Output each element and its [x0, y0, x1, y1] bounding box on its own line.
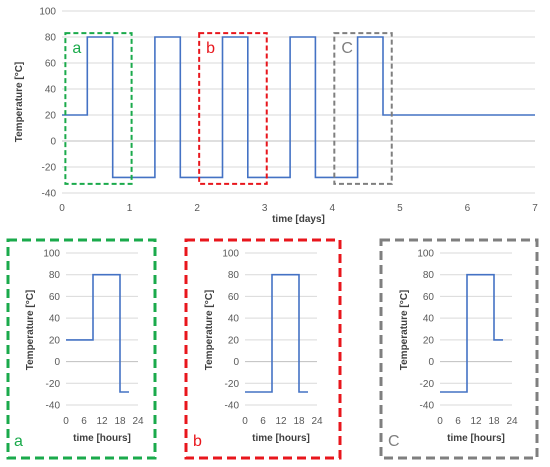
y-tick-label: 80	[228, 270, 240, 281]
y-tick-label: 80	[49, 270, 61, 281]
x-axis-title: time [hours]	[447, 433, 505, 444]
y-tick-label: 60	[423, 292, 435, 303]
x-tick-label: 4	[330, 203, 336, 214]
y-tick-label: 100	[417, 249, 434, 260]
y-axis-title: Temperature [°C]	[399, 290, 410, 371]
y-tick-label: 60	[49, 292, 61, 303]
y-tick-label: 0	[54, 357, 60, 368]
x-tick-label: 18	[114, 416, 126, 427]
y-tick-label: -40	[46, 401, 61, 412]
y-tick-label: -20	[420, 379, 435, 390]
y-tick-label: 80	[45, 33, 57, 44]
y-tick-label: -40	[225, 401, 240, 412]
y-axis-title: Temperature [°C]	[14, 62, 25, 143]
highlight-box-b	[198, 32, 268, 185]
y-tick-label: 20	[49, 335, 61, 346]
x-tick-label: 0	[437, 416, 443, 427]
x-tick-label: 12	[470, 416, 482, 427]
highlight-box-a	[64, 32, 133, 185]
highlight-label: b	[206, 40, 215, 57]
x-tick-label: 24	[132, 416, 144, 427]
series-line	[440, 273, 503, 393]
x-tick-label: 2	[194, 203, 200, 214]
highlight-box-c	[333, 32, 393, 185]
y-tick-label: 80	[423, 270, 435, 281]
y-axis-title: Temperature [°C]	[25, 290, 36, 371]
x-tick-label: 7	[532, 203, 538, 214]
y-tick-label: -20	[42, 163, 57, 174]
y-tick-label: 40	[228, 314, 240, 325]
x-tick-label: 0	[242, 416, 248, 427]
y-tick-label: -40	[420, 401, 435, 412]
y-tick-label: -40	[42, 189, 57, 200]
x-axis-title: time [days]	[272, 214, 325, 225]
x-tick-label: 12	[96, 416, 108, 427]
x-tick-label: 12	[275, 416, 287, 427]
y-tick-label: 0	[50, 137, 56, 148]
y-tick-label: 20	[228, 335, 240, 346]
x-tick-label: 24	[506, 416, 518, 427]
x-tick-label: 24	[311, 416, 323, 427]
y-tick-label: 40	[49, 314, 61, 325]
y-tick-label: 100	[39, 7, 56, 18]
x-tick-label: 0	[63, 416, 69, 427]
x-tick-label: 5	[397, 203, 403, 214]
panel-frame	[184, 238, 342, 460]
y-tick-label: 40	[423, 314, 435, 325]
x-axis-title: time [hours]	[252, 433, 310, 444]
panel-label: C	[388, 433, 400, 450]
series-line	[245, 273, 308, 393]
panel-frame	[379, 238, 539, 460]
y-tick-label: 100	[222, 249, 239, 260]
y-tick-label: 60	[228, 292, 240, 303]
x-tick-label: 6	[81, 416, 87, 427]
y-tick-label: 100	[43, 249, 60, 260]
y-tick-label: 60	[45, 59, 57, 70]
y-tick-label: 20	[423, 335, 435, 346]
highlight-label: a	[72, 40, 81, 57]
x-tick-label: 18	[488, 416, 500, 427]
y-tick-label: 20	[45, 111, 57, 122]
panel-label: b	[193, 433, 202, 450]
y-axis-title: Temperature [°C]	[204, 290, 215, 371]
y-tick-label: -20	[225, 379, 240, 390]
y-tick-label: 40	[45, 85, 57, 96]
x-tick-label: 6	[260, 416, 266, 427]
series-line	[66, 273, 129, 393]
x-tick-label: 6	[465, 203, 471, 214]
y-tick-label: -20	[46, 379, 61, 390]
x-axis-title: time [hours]	[73, 433, 131, 444]
series-line	[62, 36, 535, 179]
panel-label: a	[14, 433, 23, 450]
x-tick-label: 1	[127, 203, 133, 214]
panel-frame	[6, 238, 157, 460]
main-chart: -40 -20 0 20 40 60 80 100 0 1 2 3 4 5 6 7 time [days] Tem…	[14, 7, 538, 226]
y-tick-label: 0	[428, 357, 434, 368]
highlight-label: C	[341, 40, 353, 57]
x-tick-label: 6	[455, 416, 461, 427]
x-tick-label: 0	[59, 203, 65, 214]
y-tick-label: 0	[233, 357, 239, 368]
x-tick-label: 3	[262, 203, 268, 214]
x-tick-label: 18	[293, 416, 305, 427]
